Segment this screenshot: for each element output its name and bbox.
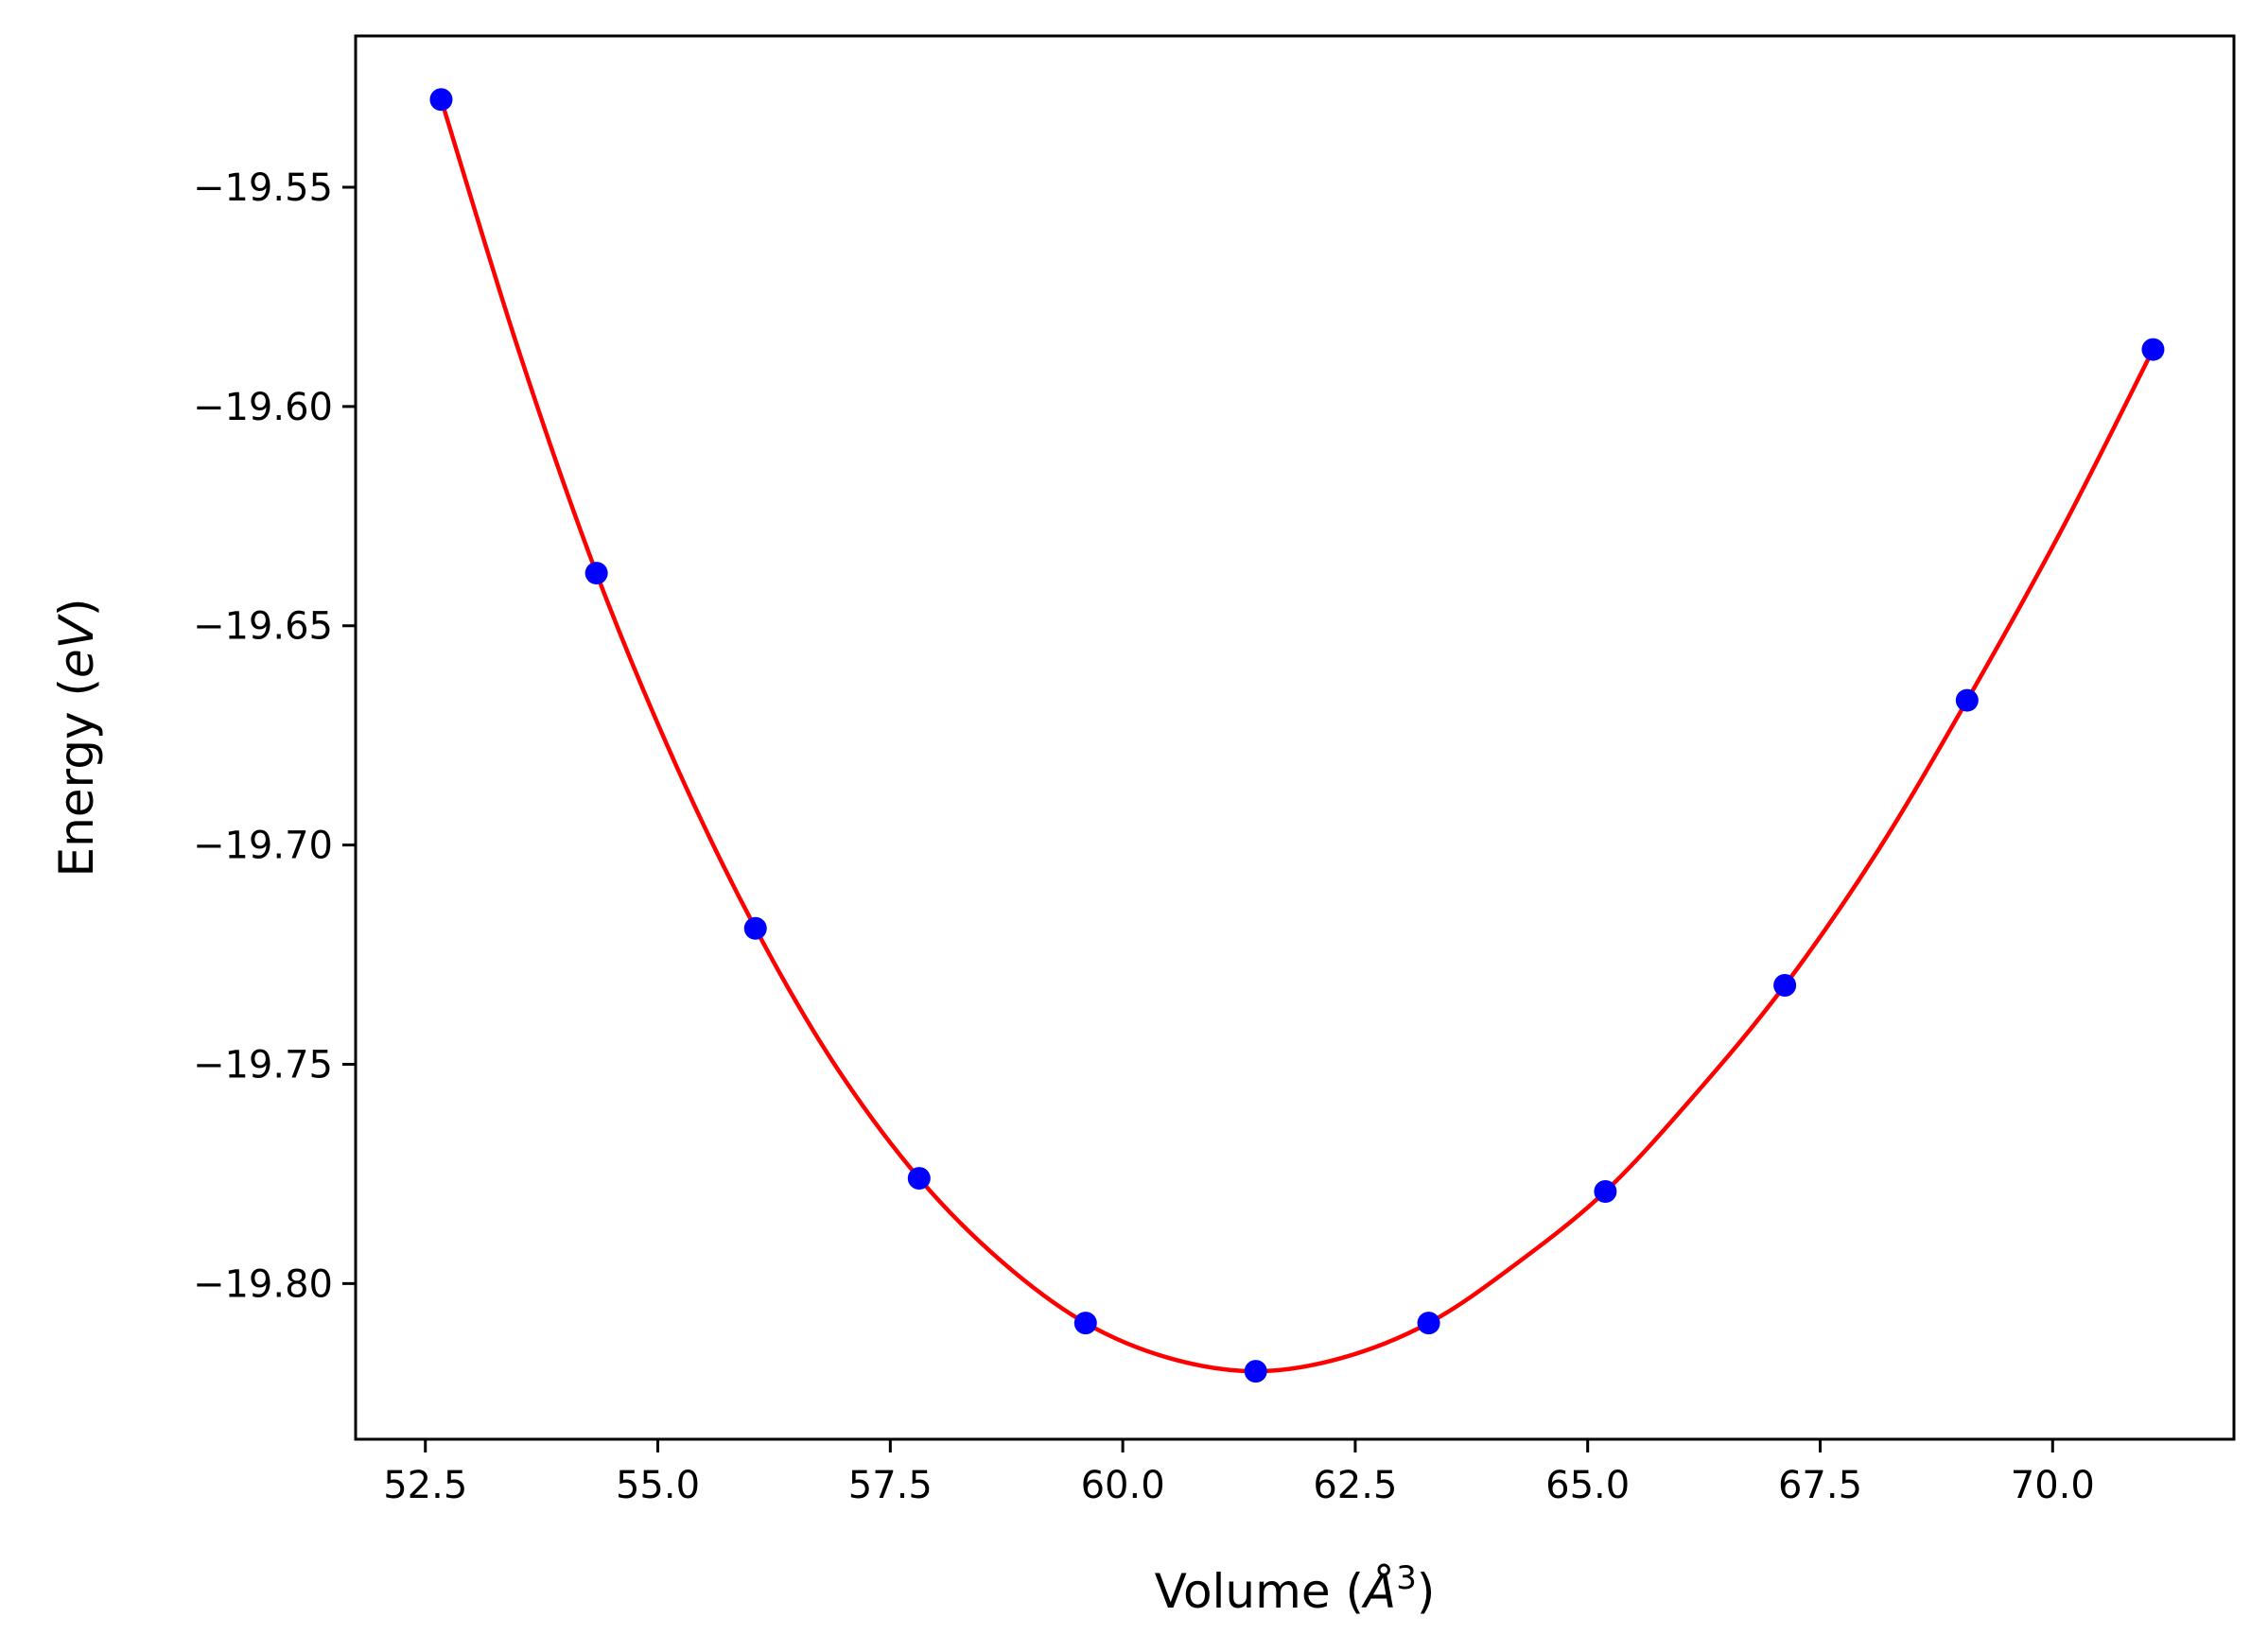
x-tick-label: 60.0 [1081, 1464, 1165, 1507]
fit-curve [439, 98, 2155, 1374]
x-tick-label: 65.0 [1545, 1464, 1630, 1507]
x-tick-label: 55.0 [616, 1464, 700, 1507]
data-point [1955, 688, 1979, 712]
x-tick-label: 52.5 [383, 1464, 467, 1507]
data-point [1244, 1360, 1267, 1383]
data-point [429, 88, 453, 112]
data-point [1417, 1312, 1440, 1335]
y-tick-label: −19.80 [193, 1262, 333, 1306]
data-point [907, 1167, 931, 1191]
data-point [1773, 974, 1797, 998]
y-axis-label: Energy (eV) [49, 599, 104, 878]
x-axis-label: Volume (Å3) [1155, 1559, 1436, 1619]
y-tick-label: −19.60 [193, 386, 333, 429]
data-point [1073, 1312, 1097, 1335]
y-tick-label: −19.55 [193, 166, 333, 210]
plot-frame [354, 34, 2236, 1441]
x-tick-label: 57.5 [848, 1464, 933, 1507]
y-tick-label: −19.70 [193, 825, 333, 868]
y-tick-label: −19.65 [193, 605, 333, 649]
x-tick-label: 62.5 [1313, 1464, 1397, 1507]
data-point [2141, 338, 2165, 361]
data-point [1594, 1179, 1617, 1203]
x-tick-label: 67.5 [1778, 1464, 1862, 1507]
y-tick-label: −19.75 [193, 1043, 333, 1087]
data-point [743, 916, 767, 940]
x-tick-label: 70.0 [2011, 1464, 2095, 1507]
data-point [584, 562, 608, 585]
